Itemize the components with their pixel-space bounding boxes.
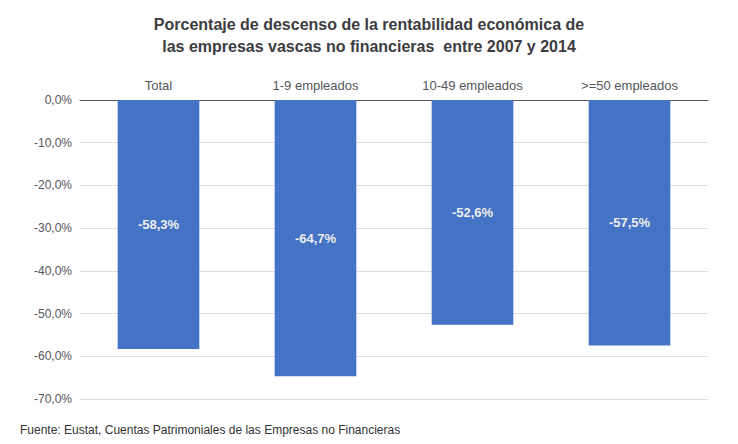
svg-text:0,0%: 0,0%	[45, 93, 73, 107]
svg-text:-58,3%: -58,3%	[138, 217, 180, 232]
svg-text:Fuente: Eustat, Cuentas Patrim: Fuente: Eustat, Cuentas Patrimoniales de…	[20, 423, 400, 437]
svg-text:-57,5%: -57,5%	[609, 215, 651, 230]
svg-text:-64,7%: -64,7%	[295, 231, 337, 246]
svg-text:-60,0%: -60,0%	[34, 349, 72, 363]
svg-text:-50,0%: -50,0%	[34, 307, 72, 321]
svg-text:-30,0%: -30,0%	[34, 221, 72, 235]
svg-text:-70,0%: -70,0%	[34, 392, 72, 406]
svg-text:-20,0%: -20,0%	[34, 178, 72, 192]
svg-text:-52,6%: -52,6%	[452, 205, 494, 220]
svg-text:Porcentaje de descenso de la r: Porcentaje de descenso de la rentabilida…	[154, 16, 584, 33]
svg-text:>=50 empleados: >=50 empleados	[581, 78, 678, 93]
svg-text:las empresas vascas no financi: las empresas vascas no financieras entre…	[162, 38, 576, 55]
svg-text:-10,0%: -10,0%	[34, 136, 72, 150]
svg-text:Total: Total	[145, 78, 173, 93]
svg-text:10-49 empleados: 10-49 empleados	[422, 78, 523, 93]
svg-text:1-9 empleados: 1-9 empleados	[273, 78, 359, 93]
svg-text:-40,0%: -40,0%	[34, 264, 72, 278]
